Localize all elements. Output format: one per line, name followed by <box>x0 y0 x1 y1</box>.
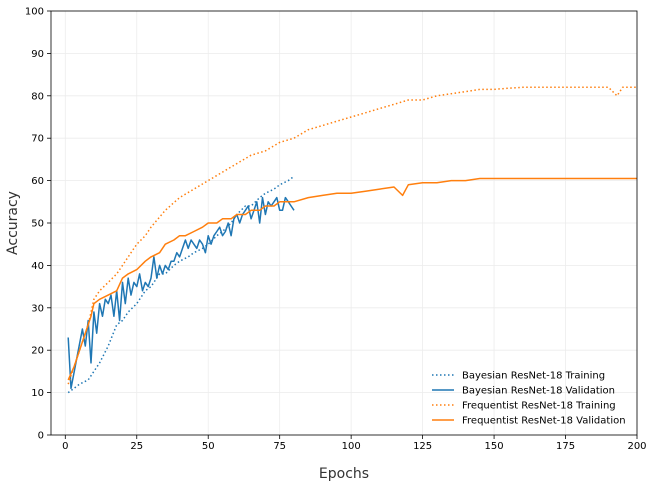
ticks: 0 25 50 75 100 125 150 175 200 0 10 20 30 40 50 60 70 80 9… <box>25 7 647 453</box>
legend-label-2: Bayesian ResNet-18 Validation <box>462 386 615 397</box>
series-line-2 <box>67 196 295 390</box>
x-tick-label: 50 <box>202 441 215 452</box>
y-axis-title: Accuracy <box>5 191 21 255</box>
y-tick-label: 70 <box>31 134 44 145</box>
y-tick-label: 30 <box>31 303 44 314</box>
x-tick-label: 25 <box>130 441 143 452</box>
x-tick-label: 175 <box>556 441 575 452</box>
legend-label-3: Frequentist ResNet-18 Training <box>462 401 616 412</box>
series-line-1 <box>67 175 295 394</box>
legend-label-1: Bayesian ResNet-18 Training <box>462 371 605 382</box>
y-tick-label: 40 <box>31 261 44 272</box>
legend-label-4: Frequentist ResNet-18 Validation <box>462 416 626 427</box>
x-tick-label: 100 <box>342 441 361 452</box>
y-tick-label: 90 <box>31 49 44 60</box>
legend: Bayesian ResNet-18 Training Bayesian ResN… <box>432 371 626 427</box>
x-tick-label: 75 <box>273 441 286 452</box>
y-tick-label: 60 <box>31 176 44 187</box>
y-tick-label: 80 <box>31 91 44 102</box>
x-tick-label: 125 <box>413 441 432 452</box>
x-tick-label: 0 <box>62 441 68 452</box>
y-tick-label: 50 <box>31 219 44 230</box>
y-tick-label: 0 <box>38 431 44 442</box>
series-line-3 <box>67 86 637 385</box>
y-tick-label: 20 <box>31 346 44 357</box>
y-tick-label: 100 <box>25 7 44 18</box>
y-tick-label: 10 <box>31 388 44 399</box>
x-tick-label: 150 <box>485 441 504 452</box>
x-tick-label: 200 <box>627 441 646 452</box>
x-axis-title: Epochs <box>319 466 369 482</box>
series-layer <box>67 86 637 394</box>
grid <box>51 10 638 436</box>
series-line-4 <box>67 177 637 381</box>
